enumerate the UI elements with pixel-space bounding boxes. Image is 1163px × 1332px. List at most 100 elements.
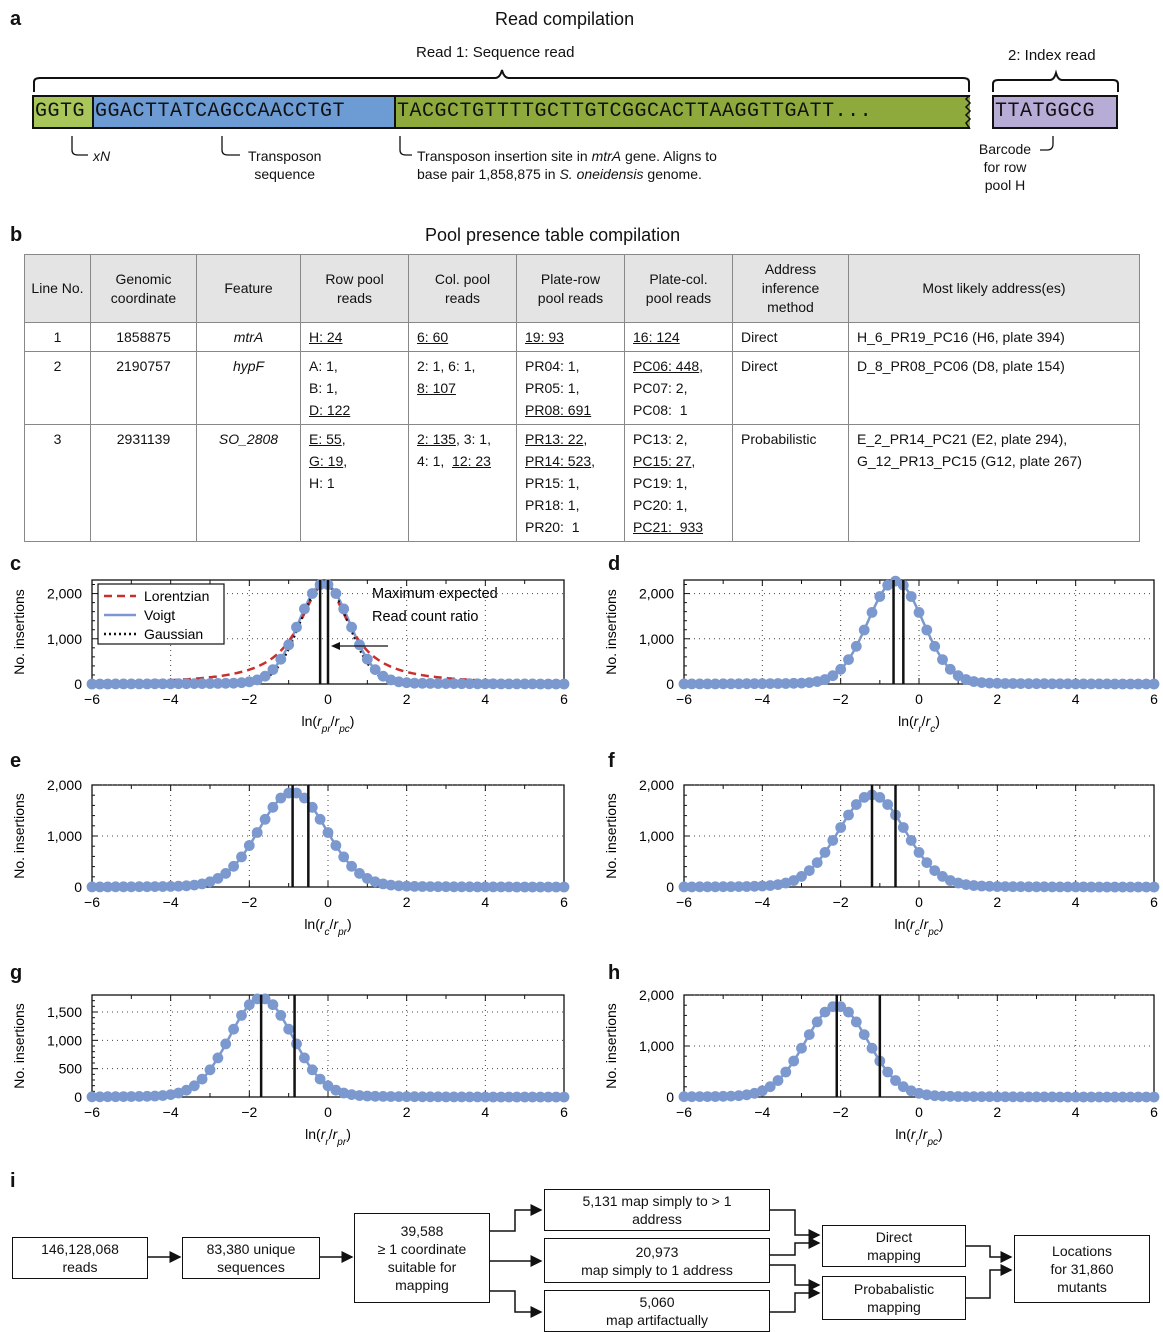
x-tick-label: 2 <box>403 894 411 910</box>
data-point <box>220 677 232 689</box>
data-point <box>780 678 792 689</box>
data-point <box>369 1090 381 1102</box>
data-point <box>1054 678 1066 690</box>
data-point <box>827 1001 839 1013</box>
table-row: 3 2931139 SO_2808 E: 55, G: 19, H: 1 2: 135, 3… <box>24 424 1140 542</box>
data-point <box>686 1091 698 1103</box>
data-point <box>479 1091 491 1103</box>
data-point <box>1132 678 1144 690</box>
data-point <box>764 880 776 891</box>
data-point <box>181 678 192 690</box>
table-row: 1 1858875 mtrA H: 24 6: 60 19: 93 16: 124 Direc… <box>24 322 1140 352</box>
x-tick-label: 4 <box>1072 1104 1080 1120</box>
data-point <box>944 663 956 675</box>
high-read-entry: 8: 107 <box>417 380 456 396</box>
data-point <box>354 639 365 651</box>
data-point <box>1031 1091 1042 1103</box>
chart-c: −6 −4 −2 0 2 4 6 0 1,000 2,000 No. insertions ln(rp… <box>11 579 570 735</box>
data-point <box>882 1066 894 1078</box>
cell-pcol-reads: 16: 124 <box>624 322 733 352</box>
data-point <box>409 1091 420 1103</box>
data-point <box>149 678 161 690</box>
brackets <box>33 69 1119 92</box>
data-point <box>1062 678 1074 690</box>
data-point <box>890 1075 901 1086</box>
data-point <box>1038 1091 1050 1103</box>
cell-feature: SO_2808 <box>196 424 301 542</box>
data-point <box>479 881 491 893</box>
y-tick-label: 2,000 <box>47 777 82 793</box>
note-insertion-text-2: gene. Aligns to <box>621 148 717 164</box>
data-point <box>495 1091 507 1103</box>
data-point <box>991 677 1003 689</box>
y-tick-label: 2,000 <box>47 586 82 602</box>
data-point <box>999 881 1011 892</box>
data-point <box>110 1091 121 1103</box>
data-point <box>86 881 98 893</box>
data-point <box>259 813 271 825</box>
annotation-arrowhead <box>331 642 340 650</box>
data-point <box>299 603 310 615</box>
data-point <box>385 1091 397 1102</box>
cell-pcol-reads: PC13: 2, PC15: 27, PC19: 1, PC20: 1, PC21: 9… <box>624 424 733 542</box>
data-point <box>487 881 499 893</box>
data-point <box>952 1091 964 1102</box>
data-point <box>819 847 831 858</box>
data-point <box>1062 881 1074 893</box>
data-point <box>858 624 870 636</box>
data-point <box>1054 1091 1066 1103</box>
data-point <box>511 881 523 893</box>
data-point <box>843 1006 854 1018</box>
x-tick-label: 4 <box>481 1104 489 1120</box>
x-tick-label: −4 <box>163 1104 179 1120</box>
note-insertion-organism: S. oneidensis <box>559 166 644 182</box>
header-plate-col-pool: Plate-col. pool reads <box>624 254 733 323</box>
flow-artifact-box: 5,060 map artifactually <box>544 1290 770 1332</box>
data-point <box>118 1091 129 1102</box>
data-point <box>424 881 436 892</box>
data-point <box>275 792 287 804</box>
y-tick-label: 0 <box>74 1089 82 1105</box>
data-point <box>181 880 192 892</box>
data-point <box>424 1091 436 1103</box>
data-point <box>725 881 737 893</box>
read-entry: , <box>583 431 588 447</box>
y-axis-label: No. insertions <box>11 1003 27 1089</box>
data-point <box>322 827 334 838</box>
x-tick-label: −4 <box>163 894 179 910</box>
high-read-entry: 16: 124 <box>633 329 680 345</box>
high-read-entry: 12: 23 <box>452 453 491 469</box>
x-tick-label: −4 <box>754 894 770 910</box>
data-point <box>188 678 200 689</box>
data-point <box>874 792 886 803</box>
data-point <box>1078 678 1089 690</box>
y-tick-label: 0 <box>666 879 674 895</box>
x-tick-label: 6 <box>1150 894 1158 910</box>
data-point <box>157 678 169 690</box>
read-entry: B: 1, <box>309 380 338 396</box>
cell-feature: mtrA <box>196 322 301 352</box>
data-point <box>133 1091 145 1102</box>
data-point <box>796 871 807 882</box>
cell-row-reads: E: 55, G: 19, H: 1 <box>300 424 409 542</box>
data-point <box>456 881 468 893</box>
data-point <box>835 822 847 833</box>
data-point <box>921 1089 933 1101</box>
data-point <box>149 881 161 892</box>
data-point <box>417 881 428 892</box>
data-point <box>1007 678 1019 689</box>
data-point <box>772 1075 784 1086</box>
data-point <box>874 591 886 602</box>
x-tick-label: 0 <box>915 894 923 910</box>
data-point <box>850 640 862 652</box>
seq-transposon-segment: GGACTTATCAGCCAACCTGT <box>92 95 396 129</box>
cell-prow-reads: 19: 93 <box>516 322 625 352</box>
data-point <box>448 1091 460 1103</box>
data-point <box>448 678 460 689</box>
data-point <box>1148 678 1160 690</box>
data-point <box>788 1055 800 1067</box>
data-point <box>866 1042 878 1054</box>
data-point <box>725 1090 737 1102</box>
legend-label: Voigt <box>144 607 175 623</box>
index-read-label: 2: Index read <box>1008 47 1096 64</box>
